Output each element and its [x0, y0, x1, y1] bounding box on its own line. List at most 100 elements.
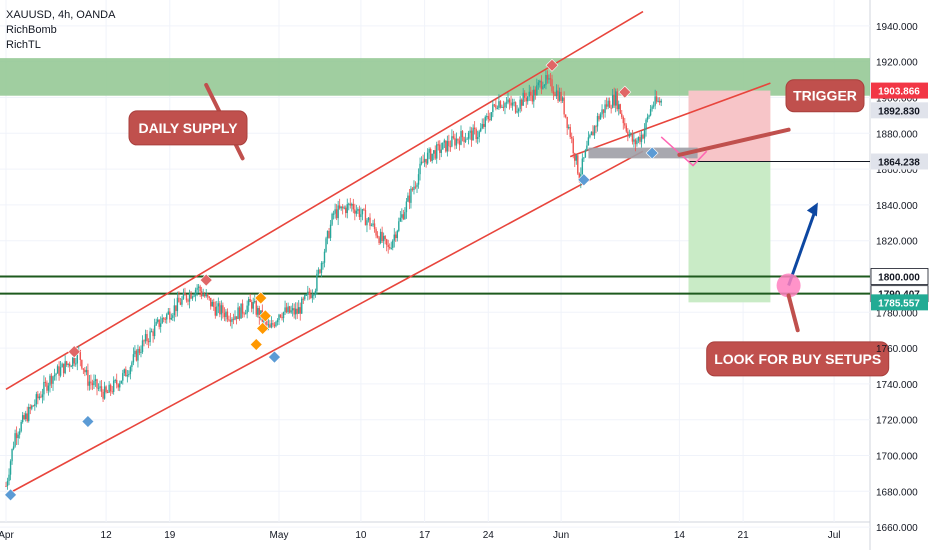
price-label-3: 1800.000	[878, 273, 920, 284]
signal-marker-4[interactable]	[268, 350, 281, 364]
candle-body	[417, 174, 420, 185]
candle-body	[358, 209, 361, 218]
candle-body	[342, 206, 344, 209]
signal-marker-7[interactable]	[256, 321, 270, 335]
candle-body	[190, 293, 192, 299]
candle-body	[76, 351, 78, 364]
candle-body	[590, 131, 593, 136]
candle-body	[628, 134, 631, 137]
candle-body	[237, 307, 239, 320]
candle-body	[243, 313, 245, 315]
signal-marker-1[interactable]	[81, 415, 95, 428]
buy-zone-circle[interactable]	[776, 273, 801, 298]
signal-marker-11[interactable]	[618, 85, 632, 99]
signal-marker-8[interactable]	[249, 338, 263, 351]
trigger-callout-box[interactable]	[785, 79, 865, 113]
candle-body	[419, 163, 421, 175]
candle-body	[592, 131, 594, 136]
buy-setups-callout-box[interactable]	[706, 341, 890, 377]
channel-line-upper[interactable]	[5, 10, 644, 390]
candle-body	[540, 80, 543, 89]
candle-body	[363, 209, 365, 211]
candle-body	[229, 319, 232, 322]
candle-body	[43, 381, 45, 395]
daily-supply-callout-box[interactable]	[128, 110, 248, 146]
candle-body	[402, 214, 405, 220]
candle-body	[433, 150, 435, 154]
candle-body	[448, 141, 450, 147]
candle-body	[393, 234, 395, 241]
candle-body	[21, 415, 24, 423]
candle-body	[202, 294, 204, 297]
daily-supply-zone	[0, 58, 870, 96]
candle-body	[455, 138, 458, 146]
candle-body	[445, 140, 447, 152]
candle-body	[302, 298, 304, 300]
position-reward-zone[interactable]	[688, 161, 771, 303]
candle-body	[67, 363, 69, 365]
candle-body	[608, 100, 611, 108]
signal-marker-12[interactable]	[645, 146, 659, 160]
candle-body	[116, 380, 118, 385]
candle-body	[75, 363, 77, 365]
candle-body	[519, 99, 521, 110]
signal-marker-5[interactable]	[254, 291, 268, 305]
candle-body	[334, 209, 336, 214]
signal-marker-6[interactable]	[258, 309, 272, 323]
candle-body	[593, 126, 596, 136]
candle-body	[173, 305, 176, 316]
candle-body	[311, 295, 314, 298]
candle-body	[282, 312, 285, 319]
candle-body	[583, 157, 585, 159]
candle-body	[72, 357, 74, 367]
candle-body	[117, 384, 119, 388]
signal-marker-2[interactable]	[67, 345, 81, 359]
indicator-richtl[interactable]: RichTL	[6, 39, 41, 51]
signal-marker-0[interactable]	[4, 488, 17, 502]
candle-body	[182, 292, 185, 299]
candle-body	[545, 75, 547, 85]
candle-body	[492, 104, 494, 113]
candle-body	[527, 96, 529, 102]
candle-body	[53, 374, 56, 377]
candle-body	[508, 99, 511, 103]
candle-body	[505, 102, 508, 104]
candle-body	[571, 136, 573, 139]
candle-body	[431, 153, 433, 161]
candle-body	[135, 350, 138, 361]
candle-body	[199, 286, 201, 292]
candle-body	[314, 290, 317, 295]
candle-body	[587, 137, 590, 146]
candle-body	[543, 84, 546, 87]
signal-marker-10[interactable]	[577, 173, 591, 187]
trendline-extension[interactable]	[569, 82, 771, 158]
candle-body	[88, 381, 91, 386]
symbol-title[interactable]: XAUUSD, 4h, OANDA	[6, 9, 116, 21]
candle-body	[631, 133, 634, 142]
time-tick-label: Jun	[553, 530, 569, 541]
candle-body	[574, 153, 576, 161]
candle-body	[554, 94, 556, 96]
candle-body	[278, 314, 280, 321]
channel-line-lower[interactable]	[5, 150, 644, 496]
candle-body	[621, 113, 623, 118]
candle-body	[50, 375, 53, 384]
candle-body	[254, 301, 256, 303]
candle-body	[385, 239, 388, 245]
signal-marker-3[interactable]	[199, 273, 213, 287]
candle-body	[483, 124, 485, 127]
signal-marker-9[interactable]	[545, 58, 559, 72]
candle-body	[599, 114, 602, 120]
candle-body	[273, 324, 276, 327]
time-tick-label: 21	[738, 530, 750, 541]
candle-body	[442, 142, 444, 150]
price-tick-label: 1680.000	[876, 487, 918, 498]
candle-body	[534, 89, 537, 96]
buy-setups-pointer	[786, 293, 800, 333]
indicator-richbomb[interactable]: RichBomb	[6, 24, 57, 36]
candle-body	[376, 235, 379, 238]
candle-body	[457, 138, 459, 141]
candle-body	[294, 308, 297, 315]
